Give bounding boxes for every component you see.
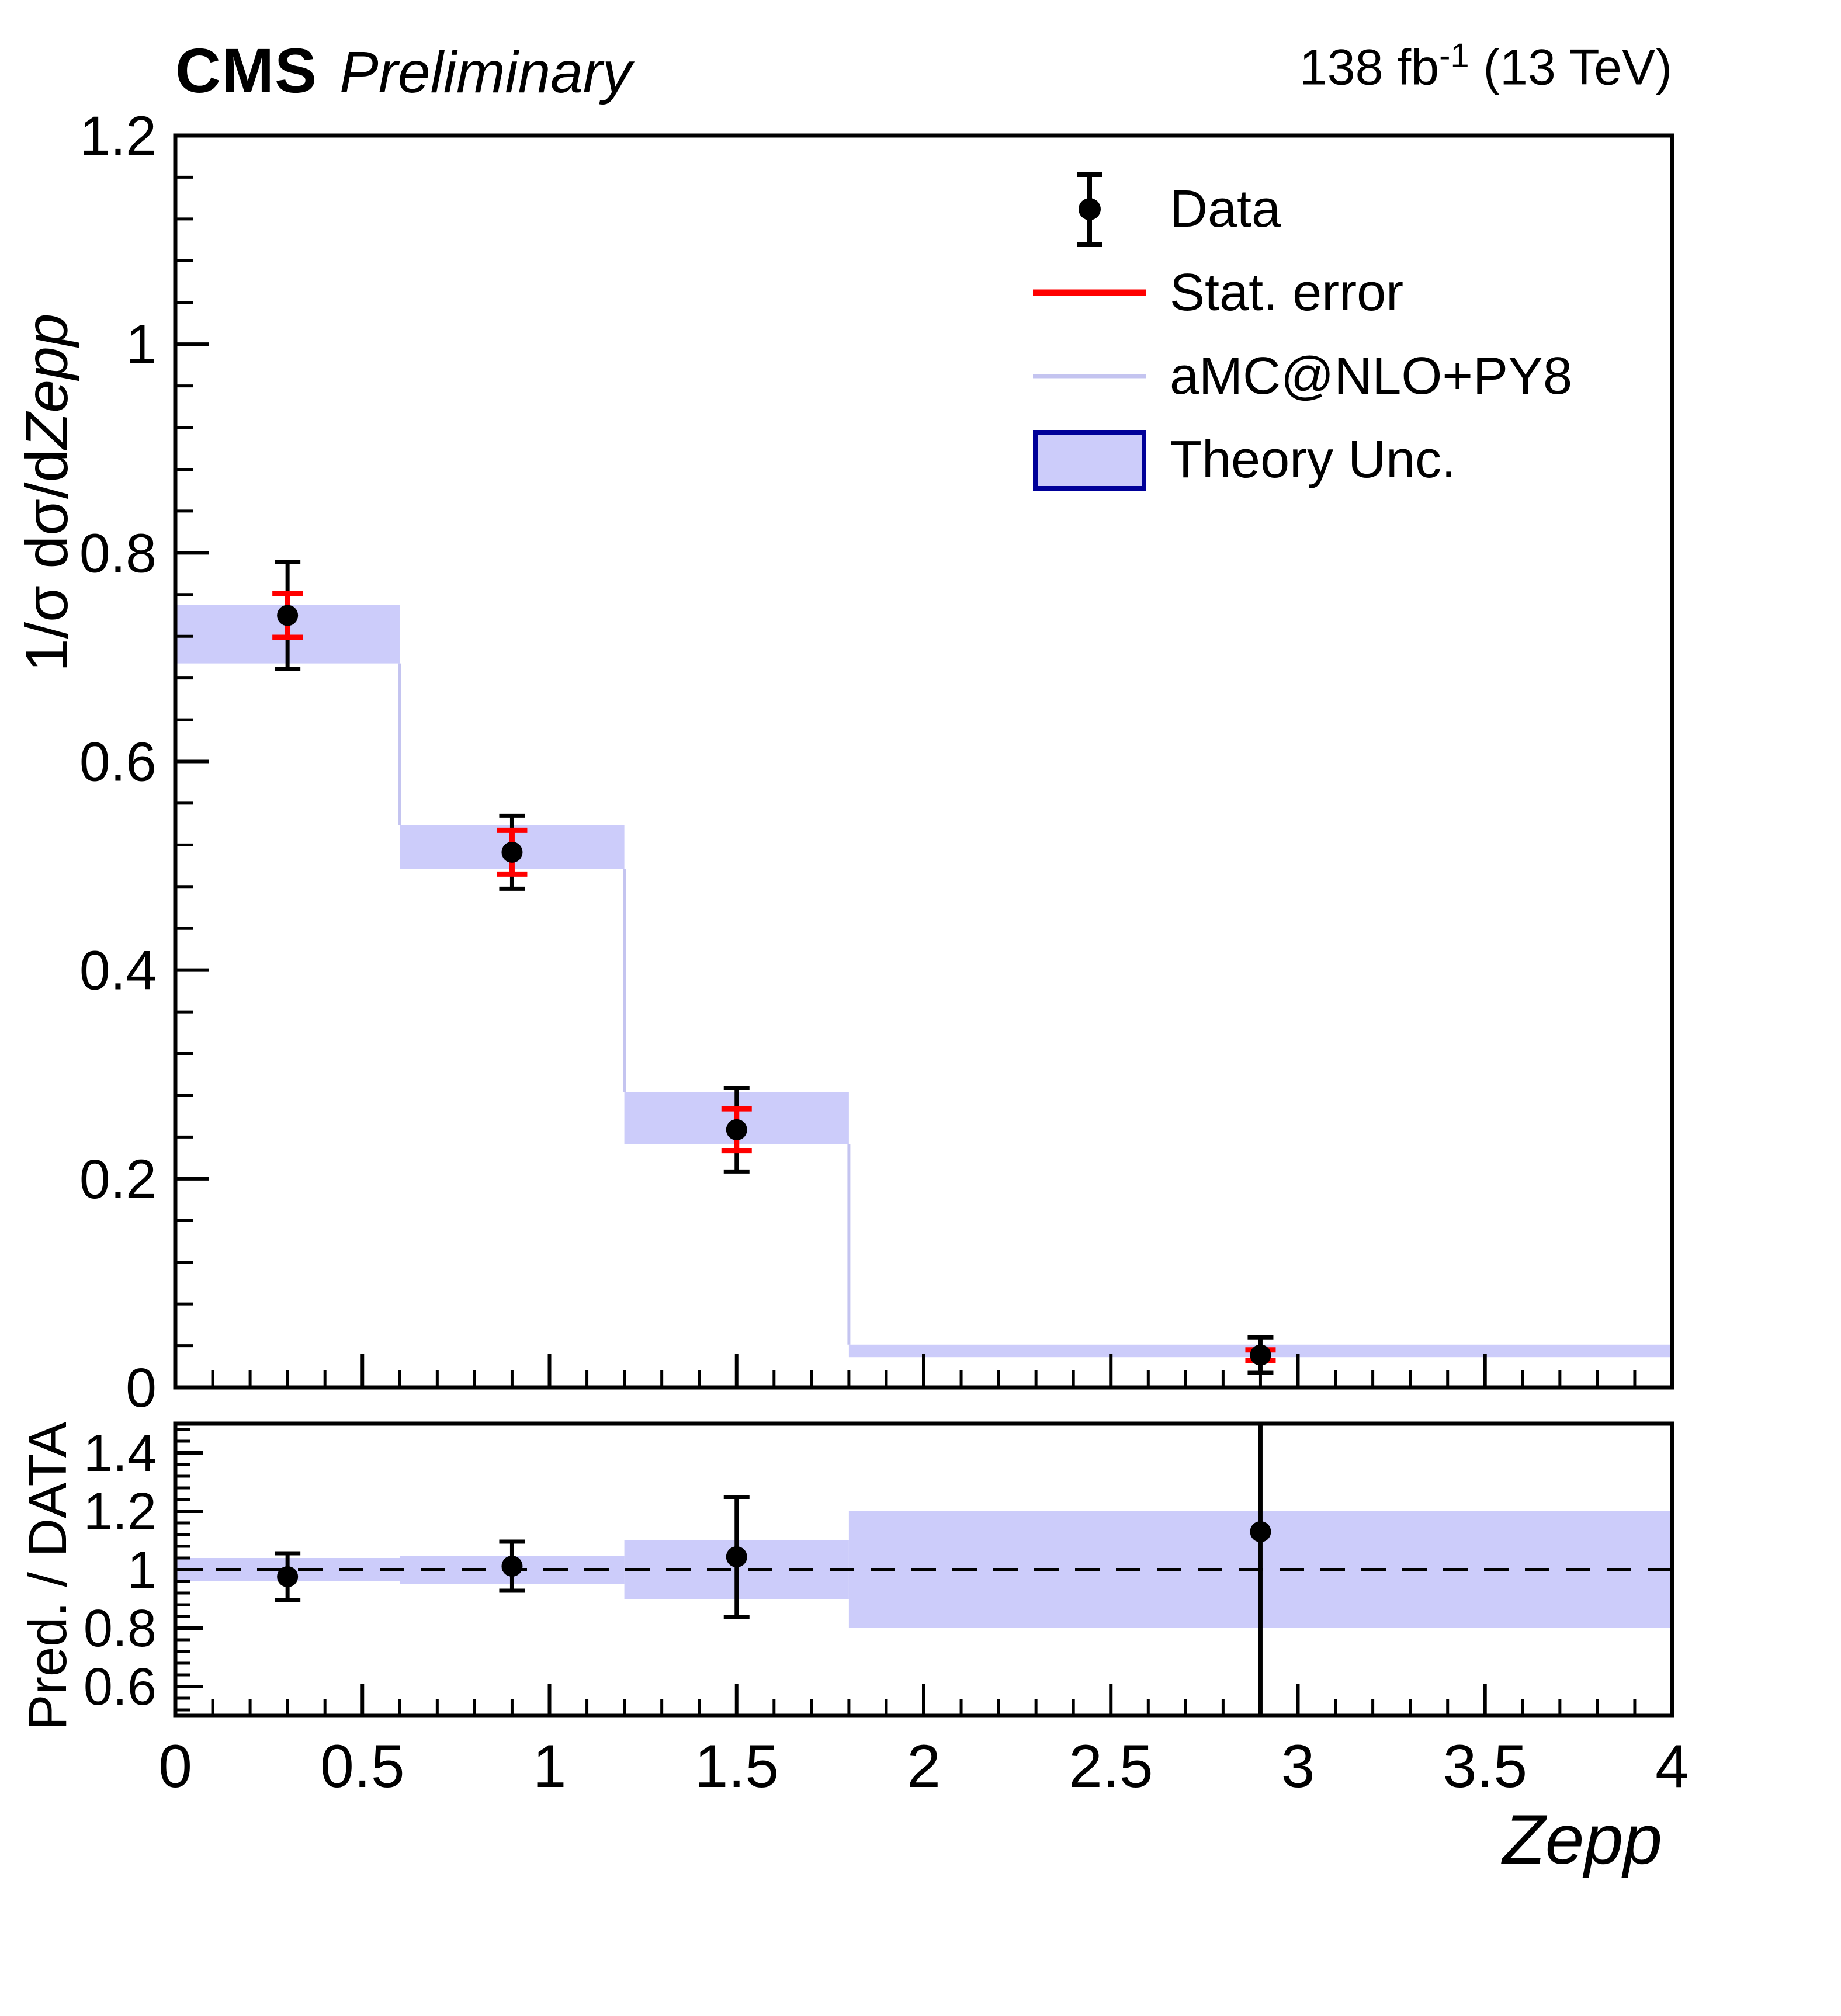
y-tick-label: 0.6 [79,731,157,793]
x-tick-labels: 0 0.5 1 1.5 2 2.5 3 3.5 4 [158,1733,1689,1800]
x-tick-label: 2 [907,1733,941,1800]
mc-prediction-line-icon [1033,374,1146,379]
mc-step-lines [398,663,851,1345]
header: CMS Preliminary [175,34,632,107]
lumi-prefix: 138 fb [1299,39,1440,96]
y-tick-label: 1.4 [84,1424,157,1483]
y-tick-label: 0 [126,1357,157,1419]
y-tick-label: 1 [126,314,157,376]
theory-uncertainty-box-icon [1033,430,1146,491]
legend-item-data: Data [1017,168,1572,251]
ratio-y-axis-title: Pred. / DATA [18,1421,78,1730]
y-tick-label: 0.6 [84,1658,157,1716]
x-tick-label: 1 [533,1733,567,1800]
ratio-x-ticks [174,1684,1674,1716]
legend-item-stat-error: Stat. error [1017,251,1572,335]
y-tick-label: 1.2 [84,1483,157,1541]
y-tick-label: 0.2 [79,1148,157,1210]
legend-label: Data [1170,180,1281,238]
luminosity-label: 138 fb-1 (13 TeV) [1299,36,1672,97]
main-x-ticks [174,1354,1674,1387]
data-marker-icon [1077,172,1102,247]
main-y-title-prefix: 1/σ dσ/d [13,449,80,672]
ratio-data-point [723,1495,750,1619]
lumi-exponent: -1 [1439,37,1469,75]
x-tick-label: 1.5 [694,1733,779,1800]
x-tick-label: 3.5 [1443,1733,1527,1800]
y-tick-label: 1 [127,1541,157,1599]
main-y-title-variable: Zepp [13,313,80,449]
ratio-y-tick-labels: 0.60.811.21.4 [84,1424,157,1716]
lumi-suffix: (13 TeV) [1469,39,1672,96]
main-panel: 0 0.2 0.4 0.6 0.8 1 1.2 [79,105,1674,1419]
data-point [721,1085,752,1174]
data-points [272,560,1276,1375]
ratio-panel: 0.60.811.21.40 0.5 1 1.5 2 2.5 3 3.5 4 [84,1421,1689,1800]
legend-label: Stat. error [1170,263,1404,322]
legend-label: Theory Unc. [1170,431,1457,489]
main-y-ticks [175,134,209,1389]
main-y-tick-labels: 0 0.2 0.4 0.6 0.8 1 1.2 [79,105,157,1419]
legend: Data Stat. error aMC@NLO+PY8 Theory Unc. [1017,168,1572,502]
ratio-y-ticks [175,1428,203,1712]
ratio-data-point [1250,1424,1271,1716]
data-point [272,560,303,671]
legend-item-theory-unc: Theory Unc. [1017,418,1572,502]
legend-label: aMC@NLO+PY8 [1170,347,1573,405]
data-point [497,813,528,891]
data-point [1245,1335,1276,1375]
stat-error-line-icon [1033,289,1146,296]
ratio-frame [173,1421,1674,1718]
y-tick-label: 0.8 [79,522,157,584]
x-tick-label: 3 [1281,1733,1315,1800]
x-tick-label: 4 [1655,1733,1689,1800]
y-tick-label: 0.8 [84,1599,157,1658]
x-tick-label: 2.5 [1069,1733,1153,1800]
legend-item-mc: aMC@NLO+PY8 [1017,335,1572,418]
ratio-points [275,1424,1271,1716]
y-tick-label: 0.4 [79,940,157,1002]
x-axis-title: Zepp [1502,1800,1662,1879]
x-tick-label: 0 [158,1733,192,1800]
ratio-data-point [275,1551,301,1602]
cms-label: CMS [175,35,317,106]
main-frame [173,133,1674,1390]
x-tick-label: 0.5 [320,1733,405,1800]
main-y-axis-title: 1/σ dσ/dZepp [13,134,80,672]
ratio-data-point [499,1539,525,1593]
y-tick-label: 1.2 [79,105,157,167]
preliminary-label: Preliminary [339,40,632,105]
